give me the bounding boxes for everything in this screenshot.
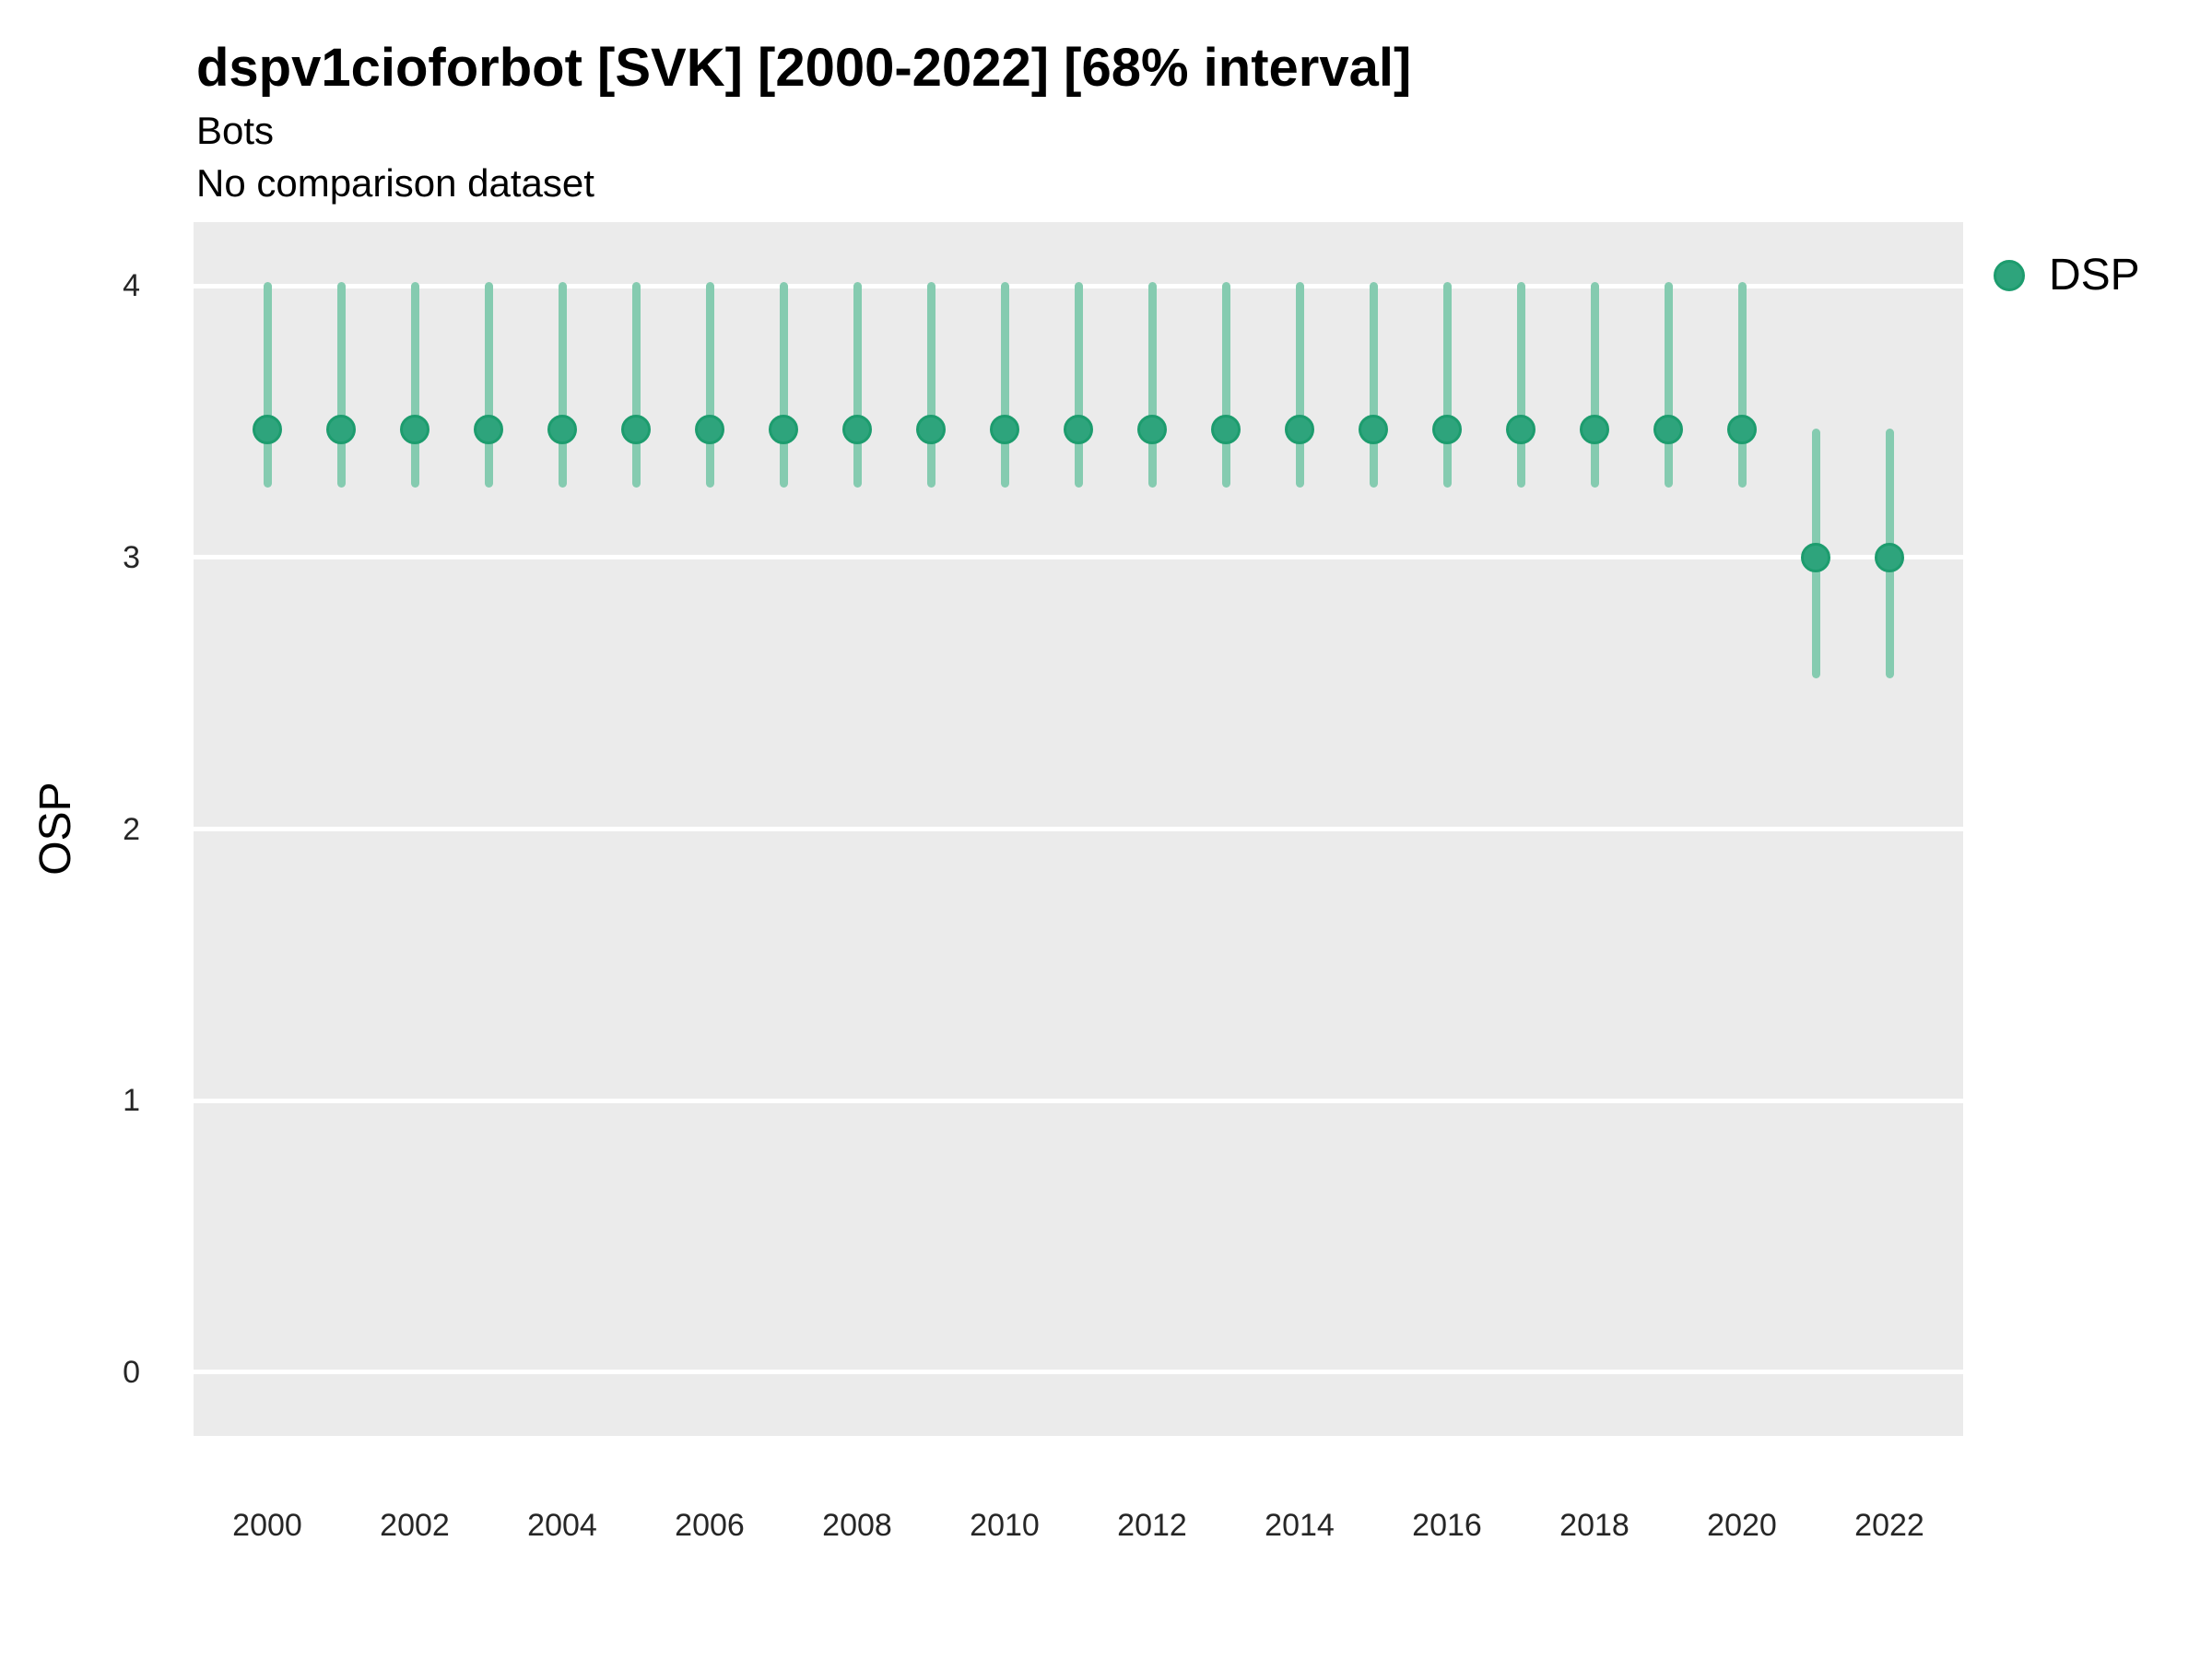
interval-bar-2019 [1664,282,1673,488]
y-tick-label: 2 [123,811,140,847]
gridline-y-2 [194,827,1963,831]
interval-bar-2005 [631,282,641,488]
data-point-2001 [326,415,356,445]
data-point-2002 [400,415,429,445]
data-point-2000 [253,415,282,445]
chart-subtitle: Bots [196,109,275,152]
data-point-2006 [695,415,724,445]
interval-bar-2002 [410,282,419,488]
data-point-2008 [842,415,872,445]
interval-bar-2006 [705,282,714,488]
x-tick-label: 2018 [1559,1508,1630,1543]
interval-bar-2001 [336,282,346,488]
gridline-y-1 [194,1098,1963,1103]
data-point-2010 [990,415,1019,445]
data-point-2015 [1359,415,1388,445]
data-point-2014 [1285,415,1314,445]
data-point-2016 [1432,415,1462,445]
chart-title: dspv1cioforbot [SVK] [2000-2022] [68% in… [196,38,1412,98]
x-tick-label: 2008 [822,1508,892,1543]
interval-bar-2020 [1737,282,1747,488]
data-point-2003 [474,415,503,445]
data-point-2019 [1653,415,1683,445]
interval-bar-2014 [1295,282,1304,488]
data-point-2013 [1211,415,1241,445]
interval-bar-2007 [779,282,788,488]
interval-bar-2011 [1074,282,1083,488]
interval-bar-2008 [853,282,862,488]
interval-bar-2018 [1590,282,1599,488]
x-tick-label: 2014 [1265,1508,1335,1543]
y-tick-label: 4 [123,268,140,304]
plot-panel [194,222,1963,1436]
data-point-2017 [1506,415,1535,445]
interval-bar-2003 [484,282,493,488]
comparison-note: No comparison dataset [196,161,594,205]
x-tick-label: 2006 [675,1508,745,1543]
interval-bar-2013 [1221,282,1230,488]
data-point-2011 [1064,415,1093,445]
legend-point-icon [1994,260,2025,291]
x-tick-label: 2002 [380,1508,450,1543]
data-point-2018 [1580,415,1609,445]
data-point-2004 [547,415,577,445]
legend-label: DSP [2049,251,2140,300]
interval-bar-2015 [1369,282,1378,488]
interval-bar-2009 [926,282,935,488]
interval-bar-2000 [263,282,272,488]
x-tick-label: 2000 [232,1508,302,1543]
x-tick-label: 2020 [1707,1508,1777,1543]
y-tick-label: 3 [123,539,140,575]
y-tick-label: 0 [123,1354,140,1390]
data-point-2005 [621,415,651,445]
interval-bar-2016 [1442,282,1452,488]
data-point-2009 [916,415,946,445]
interval-bar-2017 [1516,282,1525,488]
gridline-y-3 [194,555,1963,560]
gridline-y-0 [194,1370,1963,1375]
interval-bar-2004 [558,282,567,488]
x-tick-label: 2022 [1854,1508,1924,1543]
interval-bar-2010 [1000,282,1009,488]
x-tick-label: 2012 [1117,1508,1187,1543]
x-tick-label: 2004 [527,1508,597,1543]
data-point-2012 [1137,415,1167,445]
data-point-2021 [1801,542,1830,572]
x-tick-label: 2010 [970,1508,1040,1543]
y-tick-label: 1 [123,1083,140,1119]
data-point-2022 [1875,542,1904,572]
data-point-2020 [1727,415,1757,445]
data-point-2007 [769,415,798,445]
interval-bar-2012 [1147,282,1157,488]
x-tick-label: 2016 [1412,1508,1482,1543]
